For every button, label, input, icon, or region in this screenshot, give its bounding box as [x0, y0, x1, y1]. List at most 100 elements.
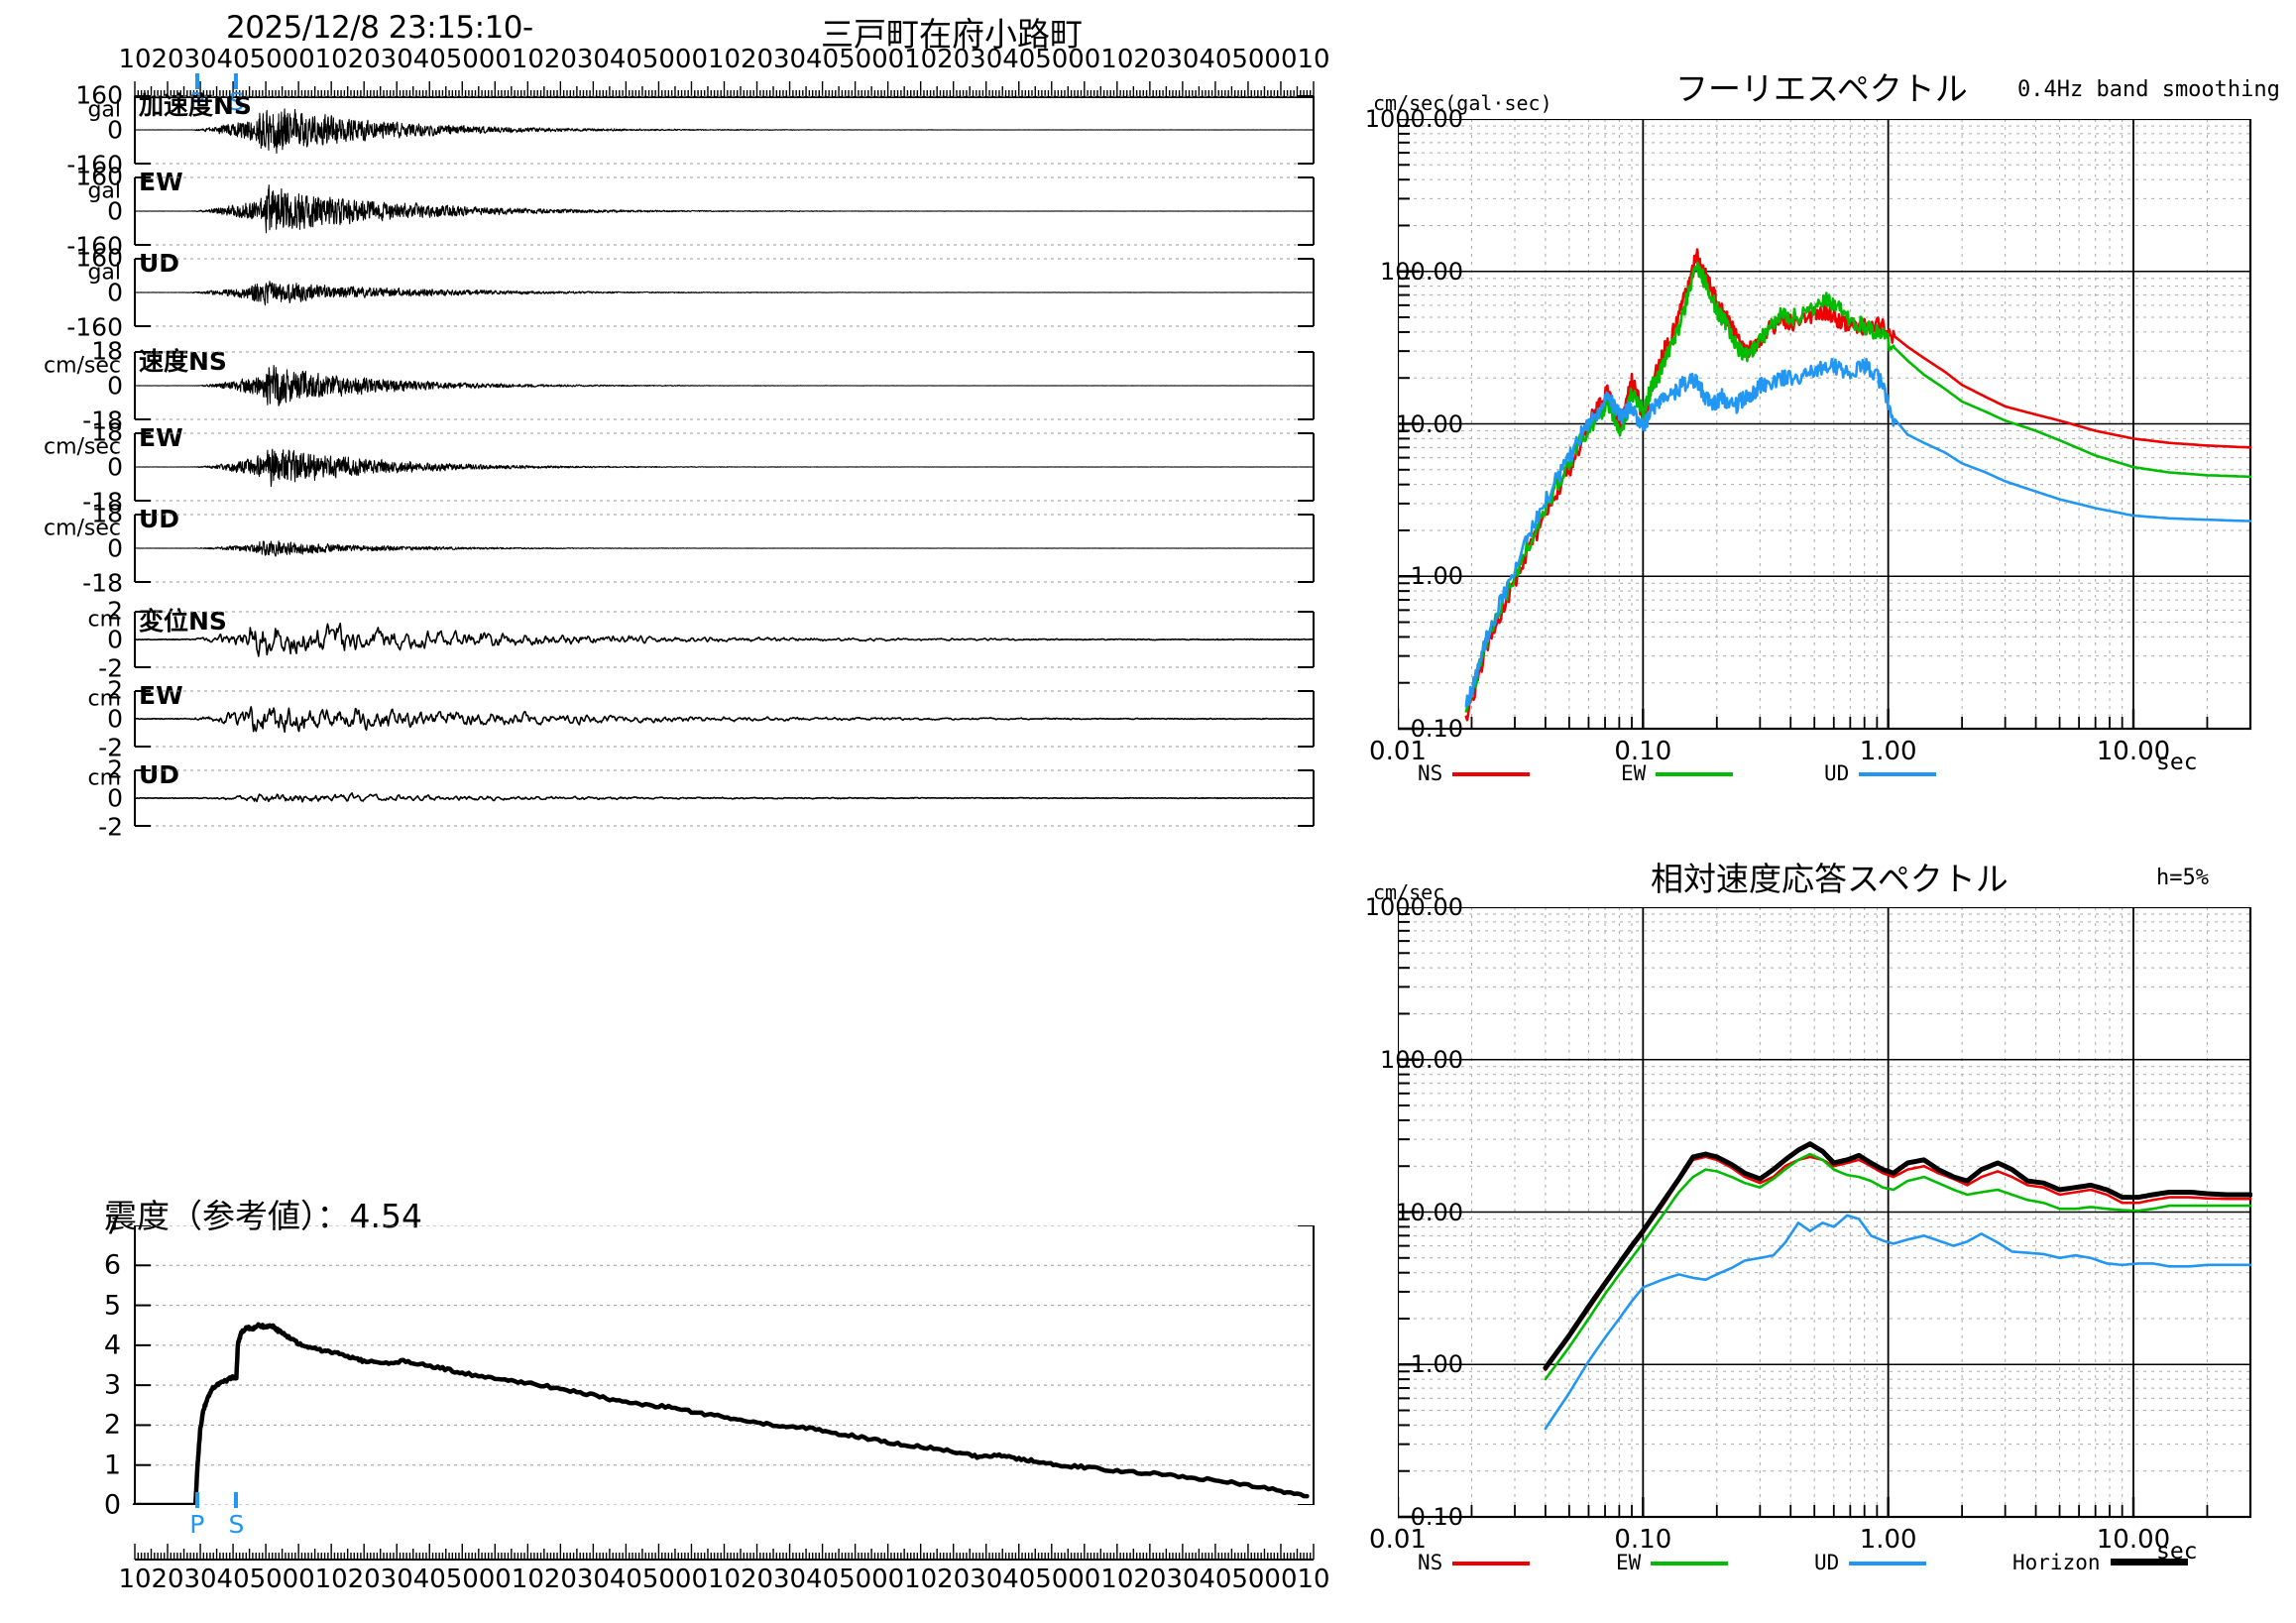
waveform-unit-label: gal [87, 260, 121, 286]
legend-swatch-ud [1849, 1562, 1927, 1565]
time-tick-label: 20 [937, 1565, 971, 1594]
response-spectrum-plot-area: 1000.00 100.00 10.00 1.00 0.10 0.01 0.10 1.00 10… [1365, 893, 2252, 1555]
response-spectrum-y-tick: 10.00 [1395, 1198, 1463, 1226]
time-axis-top-labels: 10 20 30 40 50 00 10 20 30 40 50 00 10 20 30 40 50 00 10 20… [0, 45, 1329, 76]
time-tick-label: 00 [674, 45, 709, 74]
time-tick-label: 40 [412, 1565, 446, 1594]
time-tick-label: 40 [1199, 45, 1232, 74]
waveform-axis-value: 18 [91, 336, 123, 366]
time-tick-label: 10 [1297, 45, 1330, 74]
legend-swatch-ns [1452, 1562, 1531, 1565]
time-tick-label: 30 [576, 45, 610, 74]
waveform-trace-acc-ud [134, 258, 1315, 327]
time-tick-label: 40 [609, 1565, 642, 1594]
time-tick-label: 10 [118, 1565, 152, 1594]
time-tick-label: 30 [1166, 45, 1200, 74]
waveform-axis-value: 0 [107, 533, 123, 563]
time-tick-label: 30 [576, 1565, 610, 1594]
intensity-title: 震度（参考値）：4.54 [104, 1197, 422, 1235]
fourier-spectrum-x-tick: 0.10 [1614, 737, 1672, 766]
waveform-panel-disp-ew: EW 2 0 -2 cm [0, 676, 1319, 762]
time-tick-label: 20 [937, 45, 971, 74]
legend-label: NS [1418, 761, 1443, 785]
time-axis-bottom-labels: 10 20 30 40 50 00 10 20 30 40 50 00 10 20 30 40 50 00 10 20… [0, 1565, 1329, 1596]
waveform-unit-label: cm/sec [43, 516, 121, 541]
legend-item-horizon: Horizon [2012, 1551, 2188, 1574]
time-tick-label: 00 [1068, 45, 1101, 74]
waveform-axis-value: -2 [98, 653, 123, 683]
station-name: 三戸町在府小路町 [821, 15, 1083, 54]
time-tick-label: 50 [249, 1565, 283, 1594]
response-spectrum-x-tick: 1.00 [1859, 1525, 1917, 1555]
waveform-trace-acc-ew [134, 176, 1315, 246]
fourier-legend: NS EW UD [1418, 761, 2211, 795]
legend-swatch-ew [1656, 772, 1734, 776]
s-wave-marker-line [234, 73, 239, 89]
waveform-axis-value: 18 [91, 417, 123, 447]
time-tick-label: 50 [1231, 1565, 1265, 1594]
time-tick-label: 20 [740, 1565, 774, 1594]
fourier-subtitle: 0.4Hz band smoothing [2017, 77, 2280, 102]
waveform-axis-value: -160 [66, 312, 123, 342]
response-spectrum-y-tick: 1000.00 [1364, 893, 1463, 921]
time-tick-label: 10 [118, 45, 152, 74]
waveform-trace-acc-ns [134, 95, 1315, 165]
waveform-panel-vel-ns: 速度NS 18 0 -18 cm/sec [0, 337, 1319, 435]
time-tick-label: 30 [380, 45, 413, 74]
waveform-axis-value: 2 [107, 754, 123, 784]
intensity-axis-value: 7 [103, 1210, 121, 1241]
legend-label: EW [1616, 1551, 1642, 1574]
recording-datetime: 2025/12/8 23:15:10- [226, 10, 533, 46]
time-tick-label: 10 [1100, 1565, 1134, 1594]
waveform-unit-label: cm [87, 686, 121, 712]
legend-item-ud: UD [1814, 1551, 1927, 1574]
time-tick-label: 50 [641, 1565, 675, 1594]
response-spectrum-x-tick: 10.00 [2096, 1525, 2171, 1555]
fourier-spectrum-plot-area: 1000.00 100.00 10.00 1.00 0.10 0.01 0.10 1.00 10… [1365, 105, 2252, 766]
intensity-axis-value: 0 [103, 1489, 121, 1521]
time-tick-label: 40 [216, 1565, 250, 1594]
fourier-spectrum-y-tick: 1.00 [1410, 562, 1463, 591]
waveform-axis-value: 0 [107, 196, 123, 226]
time-axis-top-ruler [134, 81, 1315, 98]
time-tick-label: 20 [543, 45, 577, 74]
waveform-channel-label: EW [139, 168, 183, 196]
waveform-channel-label: UD [139, 505, 180, 533]
waveform-trace-disp-ud [134, 769, 1315, 827]
time-tick-label: 20 [151, 1565, 184, 1594]
waveform-axis-value: 2 [107, 596, 123, 626]
waveform-axis-value: 0 [107, 704, 123, 734]
waveform-unit-label: cm [87, 607, 121, 633]
waveform-panel-acc-ns: 加速度NS 160 0 -160 gal [0, 81, 1319, 179]
response-spectrum-y-tick: 0.10 [1410, 1503, 1463, 1531]
p-wave-marker-label: P [189, 87, 205, 116]
fourier-spectrum-y-tick: 0.10 [1410, 715, 1463, 743]
legend-label: NS [1418, 1551, 1443, 1574]
waveform-trace-disp-ns [134, 611, 1315, 668]
time-tick-label: 50 [1035, 1565, 1069, 1594]
p-wave-marker-label: P [189, 1510, 205, 1539]
time-tick-label: 10 [314, 45, 348, 74]
waveform-axis-value: -2 [98, 812, 123, 842]
response-legend: NS EW UD Horizon [1418, 1551, 2231, 1584]
time-tick-label: 40 [806, 1565, 840, 1594]
time-tick-label: 30 [1166, 1565, 1200, 1594]
response-spectrum-y-tick: 100.00 [1380, 1045, 1463, 1074]
legend-swatch-ud [1859, 772, 1937, 776]
time-tick-label: 40 [216, 45, 250, 74]
waveform-trace-disp-ew [134, 690, 1315, 748]
time-tick-label: 00 [871, 45, 905, 74]
waveform-axis-value: 2 [107, 675, 123, 705]
intensity-chart [132, 1225, 1315, 1505]
waveform-unit-label: cm/sec [43, 434, 121, 460]
waveform-axis-value: 0 [107, 783, 123, 813]
time-tick-label: 50 [445, 45, 479, 74]
waveform-channel-label: EW [139, 681, 183, 710]
p-wave-marker-line [194, 73, 199, 89]
waveform-channel-label: UD [139, 760, 180, 789]
legend-item-ew: EW [1616, 1551, 1729, 1574]
time-tick-label: 30 [380, 1565, 413, 1594]
waveform-axis-value: 160 [75, 80, 123, 110]
time-tick-label: 00 [1264, 1565, 1298, 1594]
waveform-unit-label: gal [87, 97, 121, 123]
